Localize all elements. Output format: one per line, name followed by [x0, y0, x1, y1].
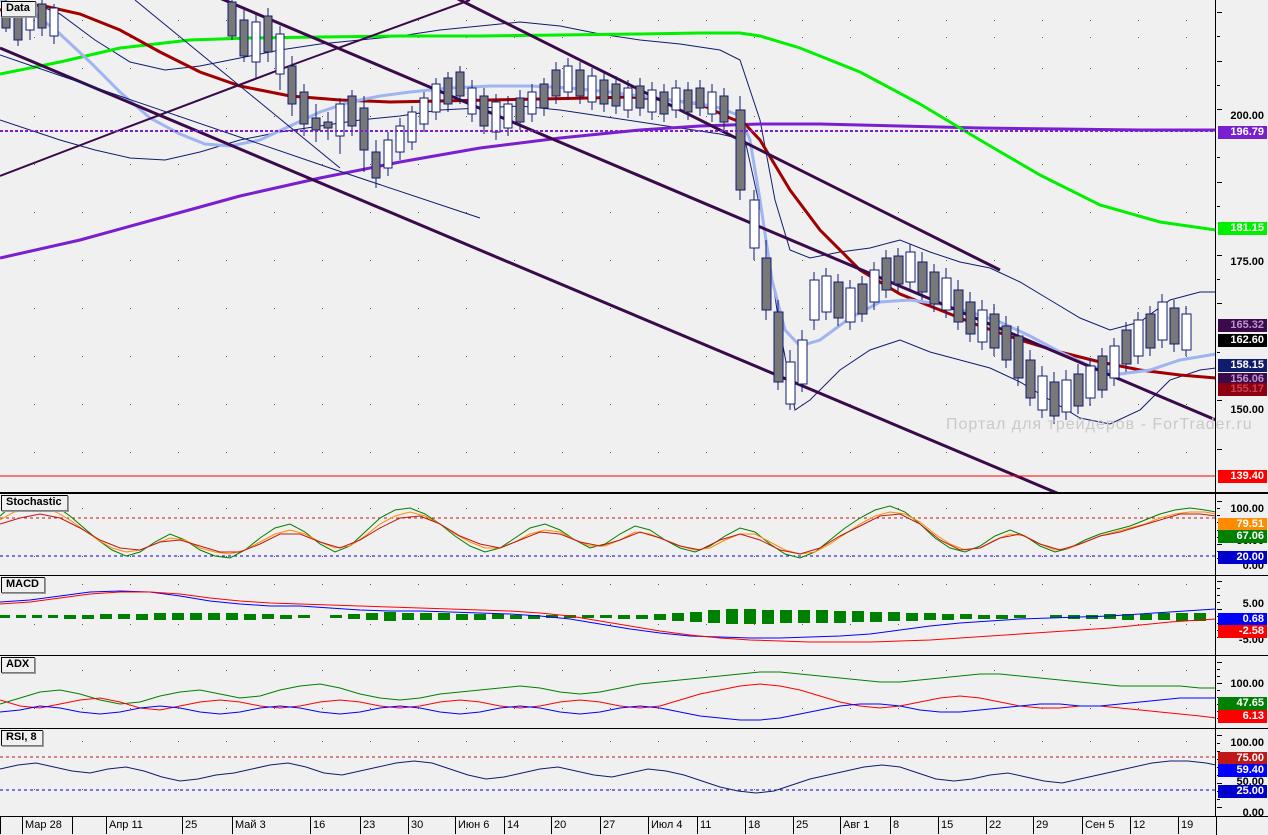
rsi-level-75: 75.00 [1218, 752, 1267, 765]
axis-corner [1216, 816, 1268, 835]
price-level-181-15: 181.15 [1218, 222, 1267, 235]
macd-scale[interactable]: 5.00 -5.00 0.68 -2.58 [1215, 576, 1268, 655]
price-tick-200: 200.00 [1230, 110, 1264, 122]
macd-plot-area[interactable] [0, 576, 1216, 655]
stochastic-plot-area[interactable] [0, 494, 1216, 575]
macd-panel[interactable]: 5.00 -5.00 0.68 -2.58 MACD [0, 575, 1268, 656]
watermark: Портал для трейдеров - ForTrader.ru [946, 416, 1253, 433]
time-axis[interactable]: Мар 28 Апр 11 25 Май 3 16 23 30 Июн 6 14… [0, 816, 1216, 835]
price-level-156-06: 156.06 [1218, 373, 1267, 386]
stoch-value-20-00: 20.00 [1218, 551, 1267, 564]
time-label-18: 22 [989, 819, 1002, 831]
price-chart-svg [0, 0, 1216, 492]
adx-scale[interactable]: 100.00 47.65 6.13 [1215, 656, 1268, 728]
time-label-22: 19 [1181, 819, 1194, 831]
time-label-0: Мар 28 [25, 819, 62, 831]
rsi-plot-area[interactable] [0, 729, 1216, 816]
macd-value-0-68: 0.68 [1218, 613, 1267, 626]
price-panel[interactable]: 200.00 175.00 150.00 196.79 181.15 165.3… [0, 0, 1268, 493]
stoch-value-67-06: 67.06 [1218, 530, 1267, 543]
time-label-6: 30 [411, 819, 424, 831]
time-label-13: 18 [748, 819, 761, 831]
time-label-3: Май 3 [235, 819, 266, 831]
stoch-tick-100: 100.00 [1230, 503, 1264, 515]
macd-tick-5: 5.00 [1242, 598, 1264, 610]
adx-panel[interactable]: 100.00 47.65 6.13 ADX [0, 655, 1268, 729]
adx-chart-svg [0, 656, 1216, 728]
time-label-14: 25 [796, 819, 809, 831]
time-label-10: 27 [603, 819, 616, 831]
price-tick-175: 175.00 [1230, 256, 1264, 268]
rsi-level-25: 25.00 [1218, 785, 1267, 798]
panel-title-price[interactable]: Data [1, 1, 36, 17]
time-label-17: 15 [941, 819, 954, 831]
price-level-196-79: 196.79 [1218, 126, 1267, 139]
time-label-4: 16 [313, 819, 326, 831]
time-label-11: Июл 4 [651, 819, 683, 831]
price-plot-area[interactable] [0, 0, 1216, 492]
time-label-15: Авг 1 [843, 819, 870, 831]
rsi-tick-100: 100.00 [1230, 737, 1264, 749]
stochastic-panel[interactable]: 100.00 50.00 0.00 79.51 67.06 20.00 Stoc… [0, 493, 1268, 576]
time-label-21: 12 [1133, 819, 1146, 831]
panel-title-stochastic[interactable]: Stochastic [1, 495, 68, 511]
time-label-5: 23 [363, 819, 376, 831]
price-scale[interactable]: 200.00 175.00 150.00 196.79 181.15 165.3… [1215, 0, 1268, 492]
price-level-165-32: 165.32 [1218, 319, 1267, 332]
rsi-chart-svg [0, 729, 1216, 816]
time-label-16: 8 [893, 819, 900, 831]
panel-title-macd[interactable]: MACD [1, 577, 45, 593]
time-label-7: Июн 6 [458, 819, 490, 831]
price-level-155-17: 155.17 [1218, 383, 1267, 396]
adx-plot-area[interactable] [0, 656, 1216, 728]
rsi-scale[interactable]: 100.00 50.00 0.00 75.00 59.40 25.00 [1215, 729, 1268, 819]
time-label-19: 29 [1036, 819, 1049, 831]
time-label-8: 14 [507, 819, 520, 831]
stoch-value-79-51: 79.51 [1218, 518, 1267, 531]
adx-value-6-13: 6.13 [1218, 710, 1267, 723]
price-tick-150: 150.00 [1230, 404, 1264, 416]
time-label-12: 11 [700, 819, 712, 831]
stochastic-scale[interactable]: 100.00 50.00 0.00 79.51 67.06 20.00 [1215, 494, 1268, 575]
time-label-20: Сен 5 [1085, 819, 1115, 831]
time-label-2: 25 [185, 819, 198, 831]
rsi-value-59-40: 59.40 [1218, 764, 1267, 777]
panel-title-adx[interactable]: ADX [1, 657, 36, 673]
macd-value-neg-2-58: -2.58 [1218, 625, 1267, 638]
macd-chart-svg [0, 576, 1216, 655]
rsi-panel[interactable]: 100.00 50.00 0.00 75.00 59.40 25.00 RSI,… [0, 728, 1268, 819]
adx-tick-100: 100.00 [1230, 678, 1264, 690]
time-label-1: Апр 11 [109, 819, 143, 831]
stochastic-chart-svg [0, 494, 1216, 575]
panel-title-rsi[interactable]: RSI, 8 [1, 730, 43, 746]
time-label-9: 20 [554, 819, 567, 831]
adx-value-47-65: 47.65 [1218, 697, 1267, 710]
price-level-158-15: 158.15 [1218, 359, 1267, 372]
price-level-162-60: 162.60 [1218, 334, 1267, 347]
price-level-139-40: 139.40 [1218, 470, 1267, 483]
